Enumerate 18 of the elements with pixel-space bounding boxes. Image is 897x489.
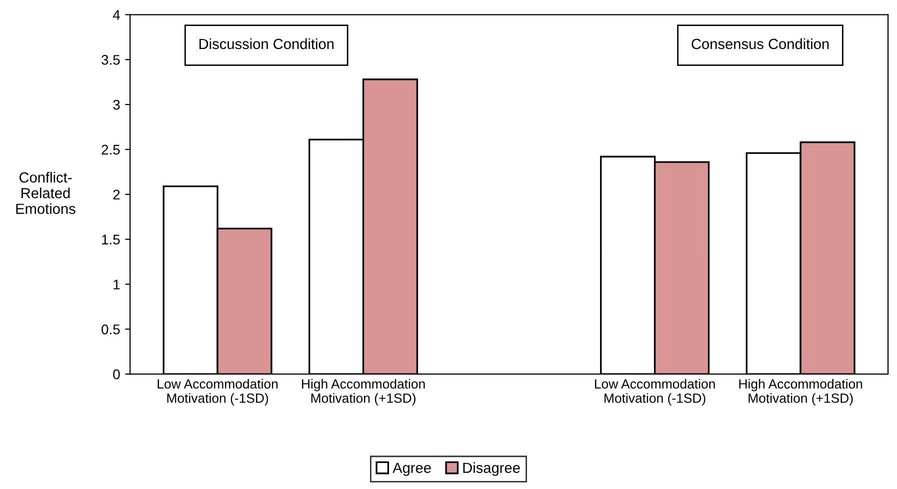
legend-label: Agree (392, 462, 431, 476)
x-tick-label: Low Accommodation Motivation (-1SD) (595, 378, 715, 406)
x-tick-label: High Accommodation Motivation (+1SD) (739, 378, 862, 406)
annotation: Discussion Condition (199, 38, 334, 50)
annotation: Consensus Condition (692, 38, 829, 50)
y-tick-label: 1.5 (102, 234, 120, 244)
y-tick-label: 0.5 (102, 324, 120, 334)
y-tick-label: 4 (112, 10, 120, 20)
x-tick-label: Low Accommodation Motivation (-1SD) (158, 378, 278, 406)
y-tick-label: 1 (114, 280, 120, 290)
y-axis-title: Conflict- Related Emotions (16, 172, 76, 214)
y-tick-label: 2 (113, 190, 120, 200)
y-tick-label: 0 (113, 369, 120, 380)
x-tick-label: High Accommodation Motivation (+1SD) (302, 378, 425, 406)
legend-label: Disagree (463, 462, 520, 476)
y-tick-label: 3 (113, 100, 120, 110)
y-tick-label: 3.5 (102, 54, 120, 65)
y-tick-label: 2.5 (102, 144, 120, 155)
